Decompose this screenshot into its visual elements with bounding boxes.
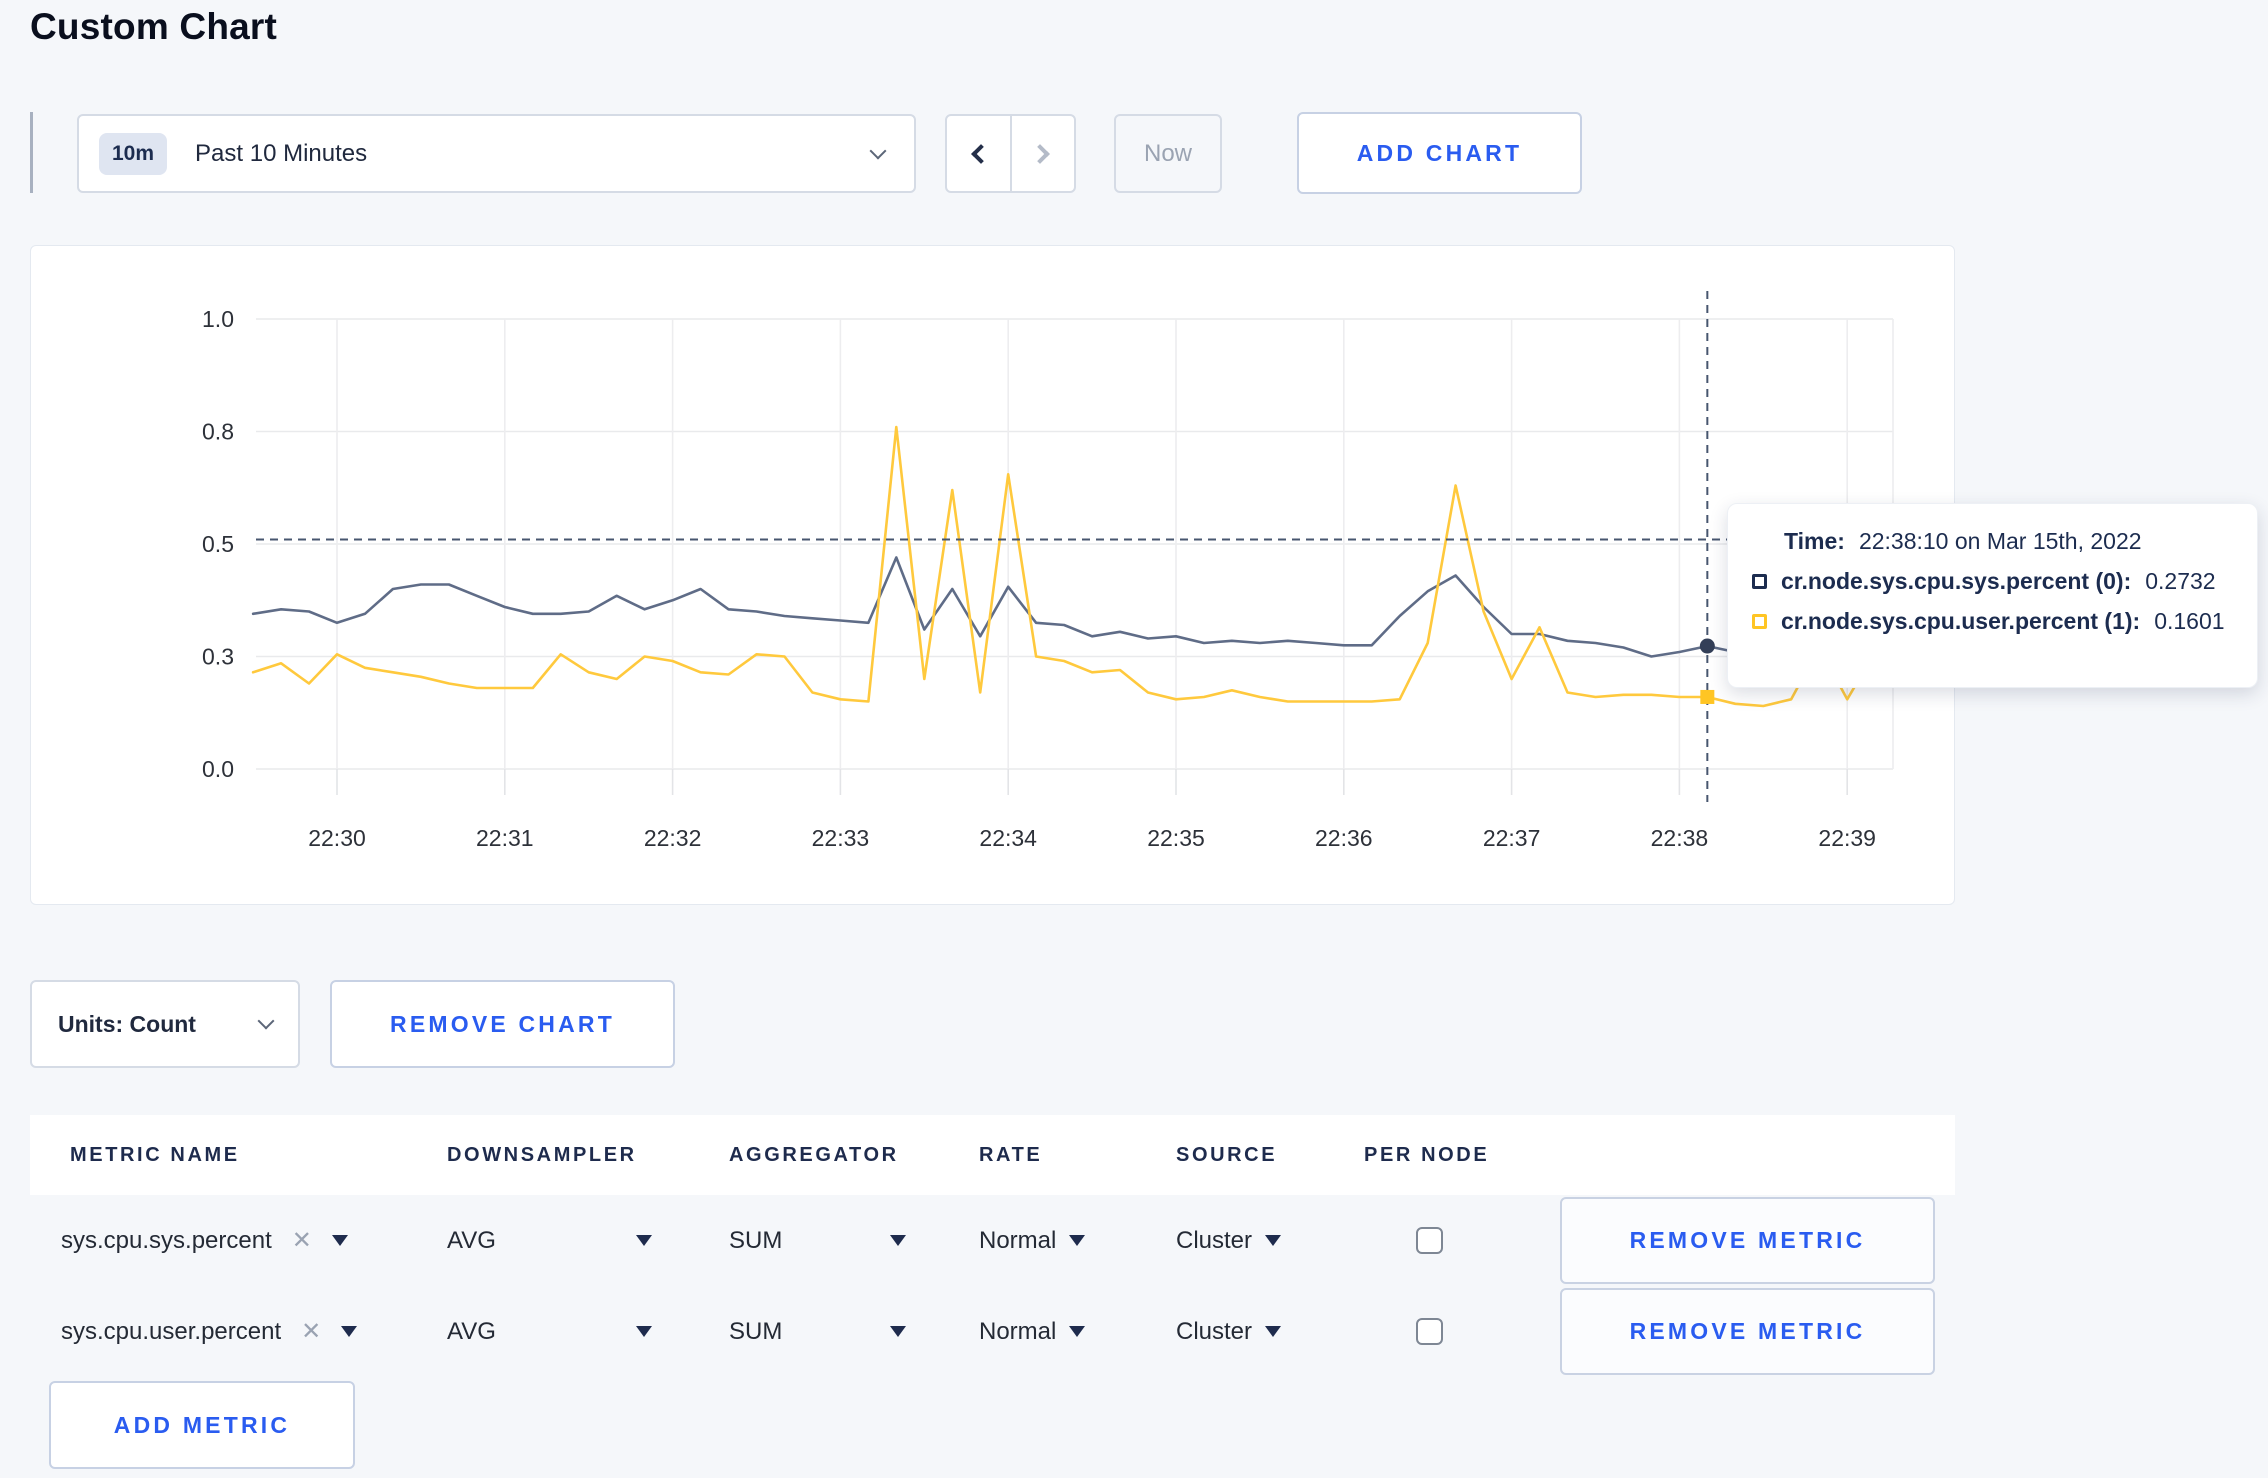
prev-time-button[interactable] <box>947 116 1010 191</box>
units-label: Units: Count <box>58 1010 196 1037</box>
svg-text:22:33: 22:33 <box>812 825 870 851</box>
source-value: Cluster <box>1176 1317 1253 1345</box>
svg-text:22:30: 22:30 <box>308 825 366 851</box>
downsampler-value: AVG <box>447 1317 496 1345</box>
rate-value: Normal <box>979 1317 1057 1345</box>
rate-select[interactable]: Normal <box>979 1227 1176 1255</box>
page-title: Custom Chart <box>30 6 278 47</box>
metric-row: sys.cpu.user.percent ✕ AVG SUM Normal Cl… <box>30 1286 1955 1377</box>
time-range-dropdown[interactable]: 10m Past 10 Minutes <box>77 114 916 193</box>
time-range-label: Past 10 Minutes <box>195 139 368 167</box>
downsampler-select[interactable]: AVG <box>447 1318 652 1346</box>
source-select[interactable]: Cluster <box>1176 1318 1364 1346</box>
metric-row: sys.cpu.sys.percent ✕ AVG SUM Normal Clu… <box>30 1195 1955 1286</box>
chart-tooltip: Time: 22:38:10 on Mar 15th, 2022 cr.node… <box>1727 503 2258 688</box>
downsampler-select[interactable]: AVG <box>447 1227 652 1255</box>
tooltip-series-label: cr.node.sys.cpu.user.percent (1): <box>1781 608 2141 634</box>
chevron-down-icon <box>869 142 887 159</box>
aggregator-value: SUM <box>729 1226 783 1254</box>
caret-down-icon <box>890 1235 906 1246</box>
svg-text:0.8: 0.8 <box>202 419 234 445</box>
svg-text:1.0: 1.0 <box>202 306 234 332</box>
add-metric-button[interactable]: ADD METRIC <box>49 1381 355 1469</box>
toolbar-divider <box>30 112 33 193</box>
source-select[interactable]: Cluster <box>1176 1227 1364 1255</box>
svg-text:22:39: 22:39 <box>1818 825 1876 851</box>
metric-name-text: sys.cpu.sys.percent <box>61 1226 272 1254</box>
rate-value: Normal <box>979 1226 1057 1254</box>
metrics-table-header: METRIC NAME DOWNSAMPLER AGGREGATOR RATE … <box>30 1115 1955 1195</box>
svg-text:0.3: 0.3 <box>202 644 234 670</box>
aggregator-select[interactable]: SUM <box>729 1227 906 1255</box>
remove-metric-x-icon[interactable]: ✕ <box>301 1318 322 1345</box>
svg-text:22:38: 22:38 <box>1651 825 1709 851</box>
tooltip-time-value: 22:38:10 on Mar 15th, 2022 <box>1858 528 2142 554</box>
col-header-aggregator: AGGREGATOR <box>729 1143 899 1166</box>
remove-metric-button[interactable]: REMOVE METRIC <box>1560 1288 1935 1375</box>
chevron-down-icon <box>257 1012 275 1030</box>
chevron-left-icon <box>971 143 992 164</box>
tooltip-series-row: cr.node.sys.cpu.user.percent (1): 0.1601 <box>1752 608 2231 635</box>
tooltip-series-value: 0.2732 <box>2145 568 2216 594</box>
rate-select[interactable]: Normal <box>979 1318 1176 1346</box>
downsampler-value: AVG <box>447 1226 496 1254</box>
per-node-checkbox[interactable] <box>1416 1227 1443 1254</box>
series-sys-swatch-icon <box>1752 574 1767 589</box>
metric-name-caret-icon[interactable] <box>331 1235 348 1246</box>
tooltip-series-label: cr.node.sys.cpu.sys.percent (0): <box>1781 568 2132 594</box>
tooltip-time-label: Time: <box>1784 528 1845 554</box>
caret-down-icon <box>1265 1235 1282 1246</box>
source-value: Cluster <box>1176 1226 1253 1254</box>
series-user-swatch-icon <box>1752 614 1767 629</box>
chevron-right-icon <box>1029 143 1050 164</box>
caret-down-icon <box>1265 1326 1282 1337</box>
svg-text:22:31: 22:31 <box>476 825 534 851</box>
aggregator-value: SUM <box>729 1317 783 1345</box>
now-button[interactable]: Now <box>1114 114 1222 193</box>
remove-metric-x-icon[interactable]: ✕ <box>291 1227 312 1254</box>
remove-metric-button[interactable]: REMOVE METRIC <box>1560 1197 1935 1284</box>
add-chart-button[interactable]: ADD CHART <box>1297 112 1582 194</box>
svg-text:22:32: 22:32 <box>644 825 702 851</box>
time-nav-group <box>945 114 1076 193</box>
col-header-source: SOURCE <box>1176 1143 1278 1166</box>
svg-text:0.5: 0.5 <box>202 531 234 557</box>
caret-down-icon <box>636 1235 652 1246</box>
timeseries-chart[interactable]: 0.0 0.3 0.5 0.8 1.0 22:30 22:31 22:32 22:33 22:34… <box>31 246 1953 903</box>
svg-text:22:37: 22:37 <box>1483 825 1541 851</box>
remove-chart-button[interactable]: REMOVE CHART <box>330 980 675 1068</box>
chart-card: 0.0 0.3 0.5 0.8 1.0 22:30 22:31 22:32 22:33 22:34… <box>30 245 1955 905</box>
svg-text:0.0: 0.0 <box>202 756 234 782</box>
tooltip-time-row: Time: 22:38:10 on Mar 15th, 2022 <box>1752 528 2231 555</box>
col-header-rate: RATE <box>979 1143 1043 1166</box>
per-node-checkbox[interactable] <box>1416 1318 1443 1345</box>
caret-down-icon <box>1069 1326 1086 1337</box>
metric-name-text: sys.cpu.user.percent <box>61 1317 282 1345</box>
col-header-metric-name: METRIC NAME <box>70 1143 240 1166</box>
col-header-per-node: PER NODE <box>1364 1143 1490 1166</box>
metric-name-caret-icon[interactable] <box>341 1326 358 1337</box>
caret-down-icon <box>636 1326 652 1337</box>
tooltip-series-value: 0.1601 <box>2154 608 2225 634</box>
caret-down-icon <box>1069 1235 1086 1246</box>
time-range-badge: 10m <box>99 132 168 175</box>
tooltip-series-row: cr.node.sys.cpu.sys.percent (0): 0.2732 <box>1752 568 2231 595</box>
svg-text:22:36: 22:36 <box>1315 825 1373 851</box>
svg-text:22:35: 22:35 <box>1147 825 1205 851</box>
metrics-table: METRIC NAME DOWNSAMPLER AGGREGATOR RATE … <box>30 1115 1955 1377</box>
next-time-button[interactable] <box>1009 116 1075 191</box>
col-header-downsampler: DOWNSAMPLER <box>447 1143 637 1166</box>
units-dropdown[interactable]: Units: Count <box>30 980 300 1068</box>
caret-down-icon <box>890 1326 906 1337</box>
aggregator-select[interactable]: SUM <box>729 1318 906 1346</box>
svg-text:22:34: 22:34 <box>979 825 1037 851</box>
